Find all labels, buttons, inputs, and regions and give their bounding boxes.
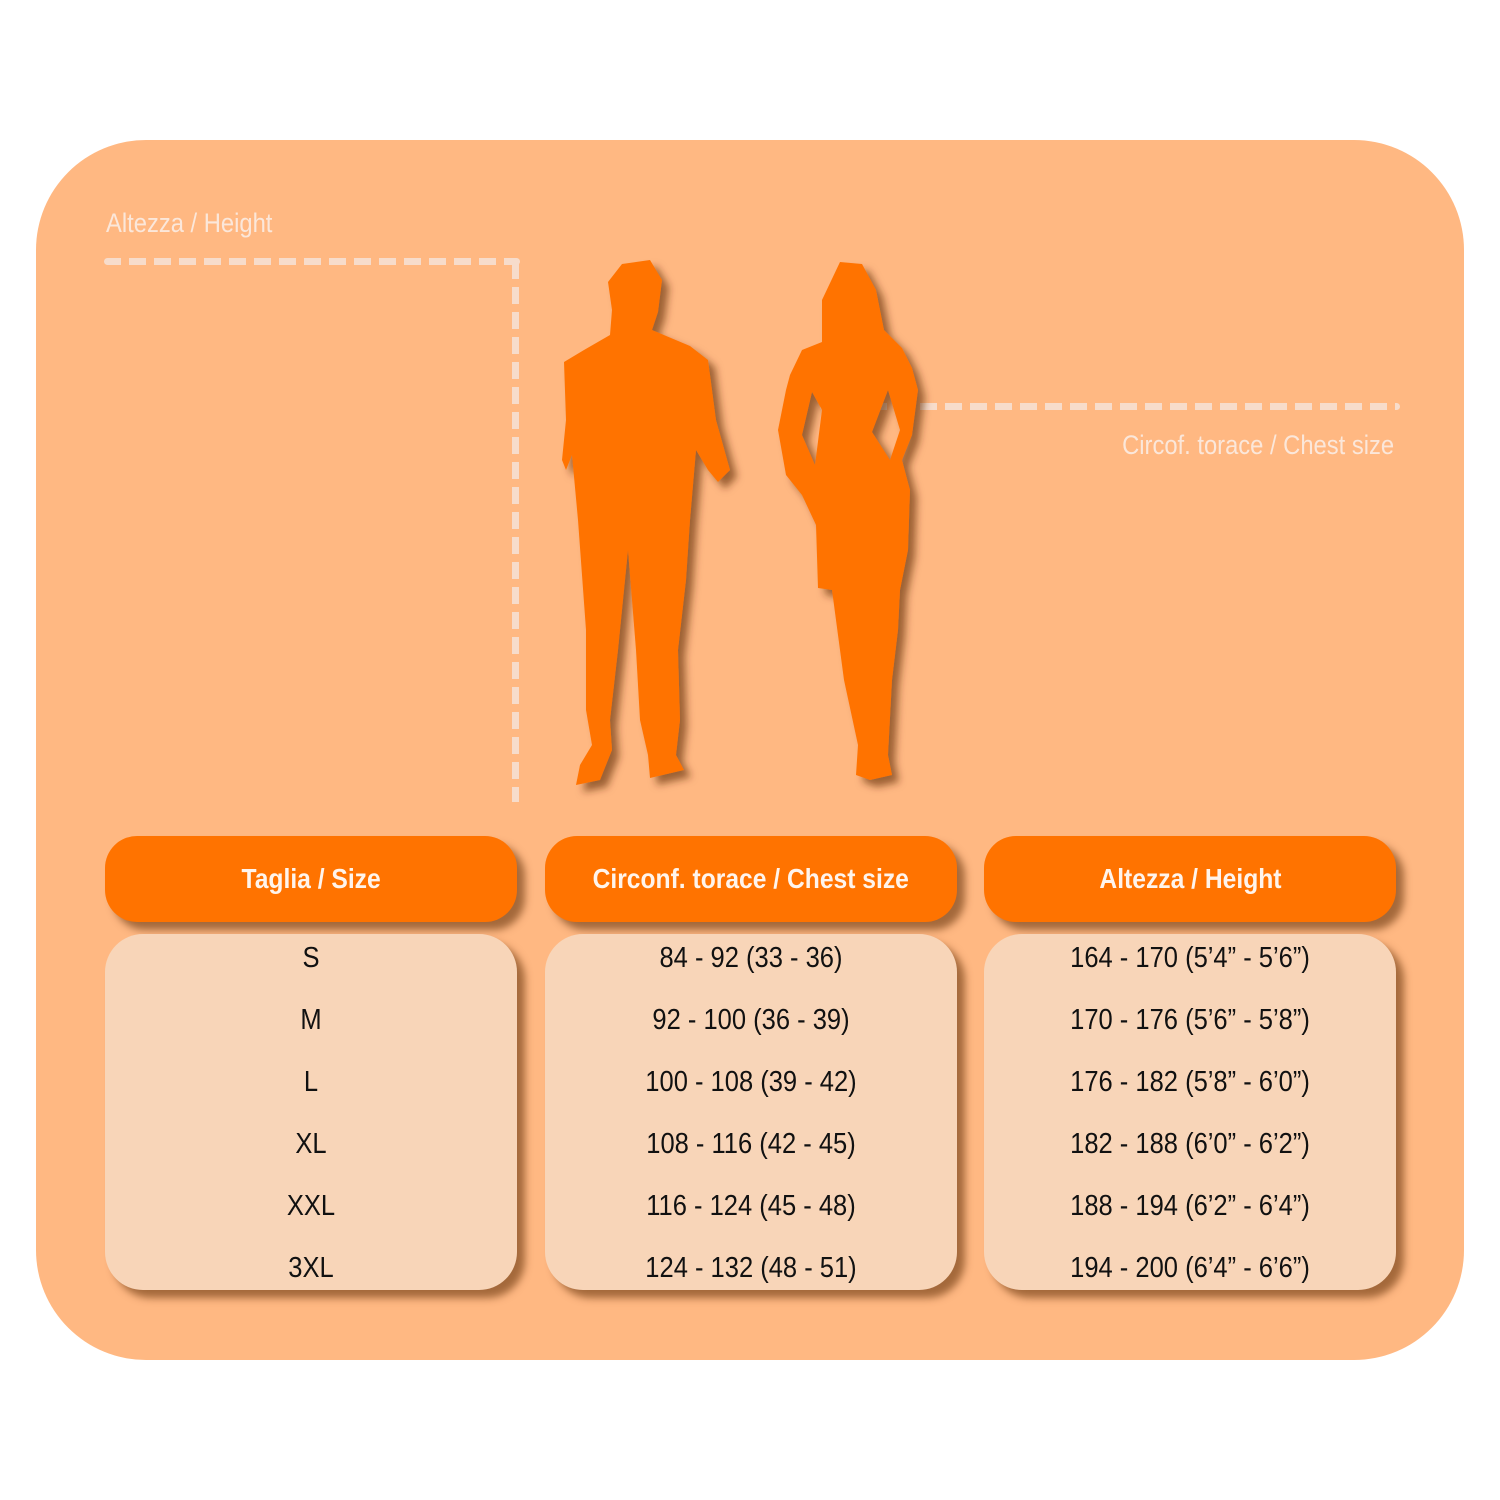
man-silhouette-icon xyxy=(562,260,730,785)
table-cell: 108 - 116 (42 - 45) xyxy=(646,1128,856,1160)
height-column: Altezza / Height 164 - 170 (5’4” - 5’6”)… xyxy=(984,836,1396,1290)
chest-column-body: 84 - 92 (33 - 36) 92 - 100 (36 - 39) 100… xyxy=(545,934,957,1290)
table-cell: 188 - 194 (6’2” - 6’4”) xyxy=(1070,1190,1310,1222)
height-guide-vertical xyxy=(512,262,519,802)
chest-column-header: Circonf. torace / Chest size xyxy=(545,836,957,922)
table-cell: 3XL xyxy=(288,1252,334,1284)
size-column-body: S M L XL XXL 3XL xyxy=(105,934,517,1290)
header-text: Altezza / Height xyxy=(1098,863,1282,894)
chest-guide-line xyxy=(820,403,1400,410)
header-text: Taglia / Size xyxy=(241,863,381,894)
table-cell: XXL xyxy=(286,1190,336,1222)
table-cell: 164 - 170 (5’4” - 5’6”) xyxy=(1070,942,1310,974)
table-cell: 116 - 124 (45 - 48) xyxy=(646,1190,856,1222)
chest-column: Circonf. torace / Chest size 84 - 92 (33… xyxy=(545,836,957,1290)
figures xyxy=(562,260,918,785)
size-column: Taglia / Size S M L XL XXL 3XL xyxy=(105,836,517,1290)
table-cell: 194 - 200 (6’4” - 6’6”) xyxy=(1070,1252,1310,1284)
table-cell: M xyxy=(300,1004,322,1036)
table-cell: 100 - 108 (39 - 42) xyxy=(645,1066,857,1098)
table-cell: 84 - 92 (33 - 36) xyxy=(659,942,843,974)
table-cell: S xyxy=(302,942,320,974)
height-column-header: Altezza / Height xyxy=(984,836,1396,922)
table-cell: L xyxy=(303,1066,319,1098)
table-cell: 92 - 100 (36 - 39) xyxy=(652,1004,850,1036)
height-guide-horizontal xyxy=(104,258,520,265)
size-column-header: Taglia / Size xyxy=(105,836,517,922)
table-cell: XL xyxy=(295,1128,327,1160)
table-cell: 182 - 188 (6’0” - 6’2”) xyxy=(1070,1128,1310,1160)
chest-label: Circof. torace / Chest size xyxy=(1121,430,1394,460)
table-cell: 124 - 132 (48 - 51) xyxy=(645,1252,857,1284)
table-cell: 176 - 182 (5’8” - 6’0”) xyxy=(1070,1066,1310,1098)
height-column-body: 164 - 170 (5’4” - 5’6”) 170 - 176 (5’6” … xyxy=(984,934,1396,1290)
table-cell: 170 - 176 (5’6” - 5’8”) xyxy=(1070,1004,1310,1036)
height-label: Altezza / Height xyxy=(106,208,273,238)
woman-silhouette-icon xyxy=(778,262,918,780)
header-text: Circonf. torace / Chest size xyxy=(592,863,910,894)
